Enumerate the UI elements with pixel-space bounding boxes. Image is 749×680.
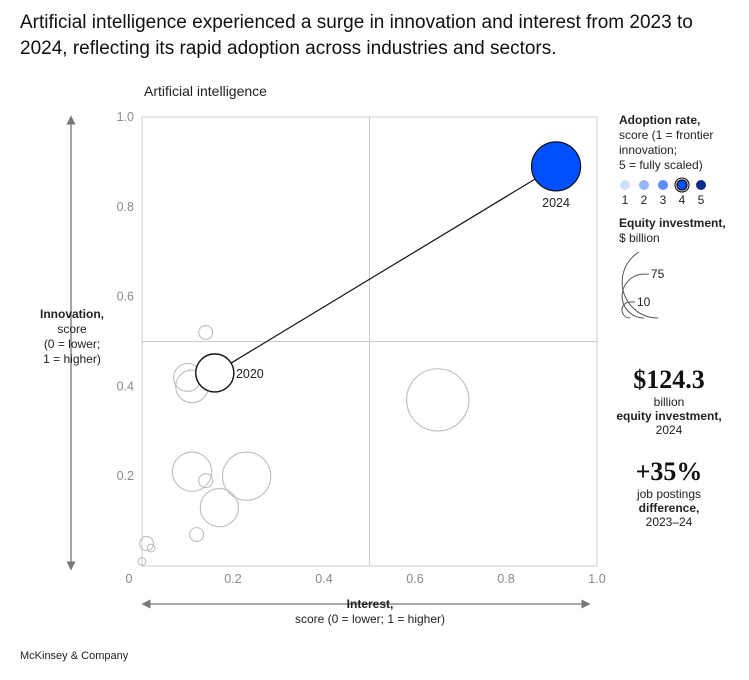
equity-size-label: 75 [651,267,665,281]
y-tick-label: 0.2 [117,469,134,483]
headline: Artificial intelligence experienced a su… [20,12,693,59]
equity-size-label: 200 [665,252,685,253]
point-2020 [195,353,235,393]
point-2024 [530,141,582,192]
adoption-dot [696,180,706,190]
investment-value: $124.3 [633,365,705,394]
job-postings-value: +35% [635,457,703,486]
x-tick-label: 1.0 [588,572,605,586]
data-bubble [139,536,155,552]
data-bubble [189,527,205,543]
investment-stat: $124.3 billion equity investment, 2024 [594,365,744,437]
equity-legend: Equity investment, $ billion 2007510 [619,216,744,332]
label-2020: 2020 [236,367,264,381]
equity-size-label: 10 [637,295,651,309]
footer-brand: McKinsey & Company [20,650,129,662]
adoption-dot [676,179,688,191]
data-bubble [137,557,147,566]
y-tick-label: 0.6 [117,290,134,304]
data-bubble [406,368,470,432]
data-bubble [198,325,214,341]
x-axis-label: Interest, score (0 = lower; 1 = higher) [294,597,446,626]
y-tick-label: 0.8 [117,200,134,214]
x-tick-label: 0.6 [406,572,423,586]
equity-size-circle [621,252,659,319]
data-bubble [146,543,156,553]
adoption-dot [620,180,630,190]
data-bubble [198,473,214,489]
adoption-level-label: 1 [622,193,629,207]
adoption-level-label: 5 [698,193,705,207]
adoption-legend-title: Adoption rate, [619,113,701,127]
x-tick-label: 0 [126,572,133,586]
adoption-level-label: 2 [641,193,648,207]
y-tick-label: 1.0 [117,110,134,124]
x-tick-label: 0.8 [497,572,514,586]
trend-line [230,178,536,364]
x-tick-label: 0.2 [224,572,241,586]
adoption-level-label: 3 [660,193,667,207]
equity-legend-title: Equity investment, [619,216,726,230]
label-2024: 2024 [542,196,570,210]
y-tick-label: 0.4 [117,379,134,393]
equity-size-circle [621,273,645,319]
y-axis-label: Innovation, score (0 = lower; 1 = higher… [40,307,104,366]
adoption-legend: Adoption rate, score (1 = frontier innov… [619,113,744,213]
adoption-dot-ring [674,177,690,193]
chart-title: Artificial intelligence [144,83,267,99]
adoption-level-label: 4 [679,193,686,207]
x-tick-label: 0.4 [315,572,332,586]
adoption-dot [639,180,649,190]
adoption-dot [658,180,668,190]
data-bubble [199,488,239,528]
equity-size-circle [621,301,631,319]
data-bubble [222,451,272,501]
data-bubble [171,451,213,492]
job-postings-stat: +35% job postings difference, 2023–24 [594,457,744,529]
